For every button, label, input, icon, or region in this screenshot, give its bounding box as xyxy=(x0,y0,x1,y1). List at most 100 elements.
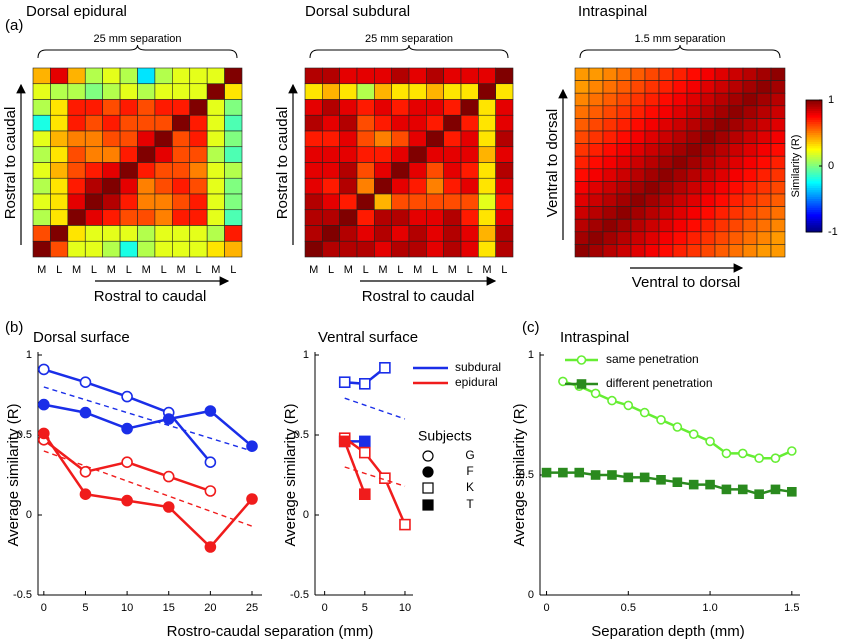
heatmap-cell xyxy=(322,193,340,211)
heatmap-cell xyxy=(574,67,590,81)
heatmap-cell xyxy=(67,193,86,211)
heatmap-cell xyxy=(67,162,86,179)
heatmap-cell xyxy=(672,206,688,220)
colorbar-step xyxy=(806,146,822,149)
colorbar-step xyxy=(806,212,822,215)
y-tick-label: 0.5 xyxy=(519,469,534,481)
y-tick-label: -0.5 xyxy=(290,589,309,601)
data-point xyxy=(623,400,634,411)
chart-title: Dorsal subdural xyxy=(305,3,410,20)
heatmap-cell xyxy=(588,218,604,233)
colorbar-step xyxy=(806,117,822,121)
heatmap-cell xyxy=(391,162,410,179)
heatmap-cell xyxy=(686,218,702,233)
heatmap-cell xyxy=(602,80,618,94)
colorbar-step xyxy=(806,174,822,178)
heatmap-cell xyxy=(588,206,604,220)
data-point xyxy=(79,376,92,389)
heatmap-cell xyxy=(478,99,496,116)
heatmap-cell xyxy=(700,231,716,245)
heatmap-cell xyxy=(714,218,730,233)
heatmap-cell xyxy=(443,99,462,116)
x-tick-label: M xyxy=(378,264,387,276)
heatmap-cell xyxy=(495,146,514,163)
heatmap-cell xyxy=(189,240,208,258)
series-line xyxy=(42,432,253,549)
heatmap-cell xyxy=(644,231,660,245)
heatmap-cell xyxy=(686,105,702,119)
heatmap-cell xyxy=(460,162,479,179)
heatmap-cell xyxy=(574,92,590,107)
heatmap-cell xyxy=(137,67,156,85)
heatmap-cell xyxy=(339,83,358,100)
data-point xyxy=(359,377,371,390)
heatmap-cell xyxy=(756,168,772,182)
heatmap-cell xyxy=(391,225,410,242)
heatmap-cell xyxy=(574,80,590,94)
heatmap-cell xyxy=(224,114,243,132)
x-tick-label: M xyxy=(37,264,46,276)
heatmap-cell xyxy=(426,193,444,211)
heatmap-cell xyxy=(50,193,69,211)
heatmap-cell xyxy=(408,209,427,226)
heatmap-cell xyxy=(374,99,392,116)
heatmap-cell xyxy=(602,143,618,157)
data-point xyxy=(639,407,650,418)
colorbar-tick-label: 0 xyxy=(828,160,834,172)
heatmap-cell xyxy=(728,130,744,144)
heatmap-cell xyxy=(137,83,156,100)
heatmap-cell xyxy=(206,193,225,211)
heatmap-cell xyxy=(644,105,660,119)
brace xyxy=(309,44,509,59)
colorbar-step xyxy=(806,194,822,198)
y-axis-label: Average similarity (R) xyxy=(5,403,22,546)
x-axis-label: Separation depth (mm) xyxy=(591,623,744,640)
data-point xyxy=(121,494,133,507)
heatmap-cell xyxy=(339,240,358,258)
heatmap-cell xyxy=(137,240,156,258)
x-tick-label: M xyxy=(309,264,318,276)
heatmap-cell xyxy=(756,218,772,233)
heatmap-cell xyxy=(304,146,323,163)
heatmap-cell xyxy=(588,193,604,207)
x-tick-label: M xyxy=(413,264,422,276)
heatmap-cell xyxy=(50,114,69,132)
heatmap-cell xyxy=(443,162,462,179)
legend-marker xyxy=(576,379,587,389)
heatmap-cell xyxy=(84,162,103,179)
heatmap-cell xyxy=(672,105,688,119)
heatmap-cell xyxy=(322,130,340,148)
colorbar-step xyxy=(806,139,822,143)
x-tick-label: 0 xyxy=(322,602,328,614)
heatmap-cell xyxy=(495,193,514,211)
heatmap-cell xyxy=(672,67,688,81)
heatmap-cell xyxy=(602,193,618,207)
x-tick-label: L xyxy=(432,264,438,276)
heatmap-cell xyxy=(206,146,225,163)
heatmap-cell xyxy=(119,240,138,258)
data-point xyxy=(639,472,650,483)
x-tick-label: 10 xyxy=(399,602,411,614)
chart-title: Intraspinal xyxy=(560,329,629,346)
heatmap-cell xyxy=(102,83,121,100)
heatmap-cell xyxy=(495,162,514,179)
heatmap-cell xyxy=(686,67,702,81)
heatmap-cell xyxy=(630,168,646,182)
heatmap-cell xyxy=(408,225,427,242)
colorbar-step xyxy=(806,159,822,163)
heatmap-cell xyxy=(460,225,479,242)
heatmap-cell xyxy=(391,67,410,85)
heatmap-cell xyxy=(374,240,392,258)
heatmap-cell xyxy=(374,209,392,226)
heatmap-cell xyxy=(154,177,173,195)
y-axis-label: Ventral to dorsal xyxy=(544,109,561,217)
heatmap-cell xyxy=(602,168,618,182)
heatmap-cell xyxy=(50,67,69,85)
heatmap-cell xyxy=(742,168,758,182)
heatmap-cell xyxy=(224,99,243,116)
y-tick-label: 0 xyxy=(26,509,32,521)
heatmap-cell xyxy=(700,155,716,170)
heatmap-cell xyxy=(408,193,427,211)
heatmap-cell xyxy=(443,193,462,211)
heatmap-cell xyxy=(714,231,730,245)
